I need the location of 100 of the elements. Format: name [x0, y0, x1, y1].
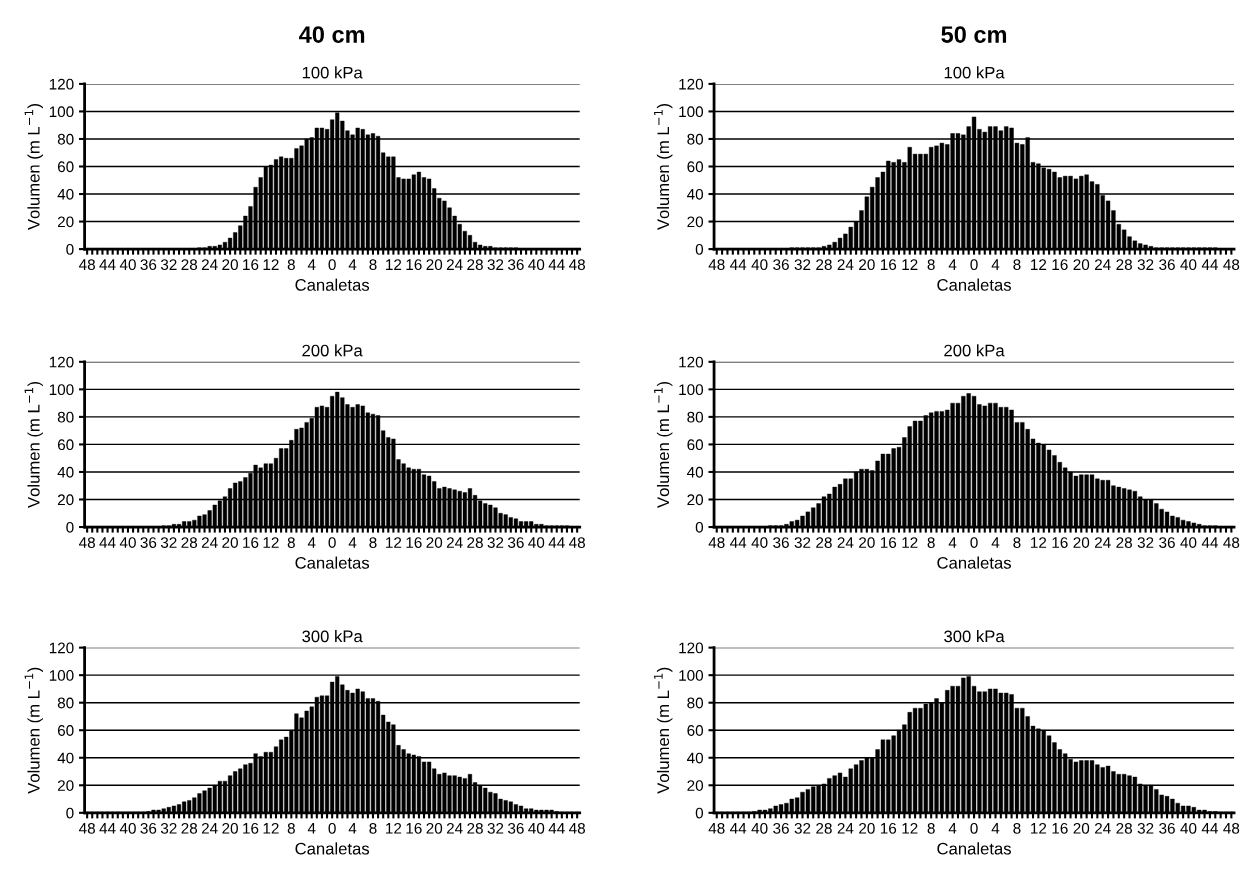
x-tick-label: 44	[99, 537, 116, 548]
x-tick-label: 28	[1116, 537, 1132, 548]
x-tick-label: 8	[369, 259, 377, 271]
x-tick-label: 0	[328, 259, 336, 271]
y-tick-label: 80	[687, 133, 704, 145]
x-tick-label: 8	[287, 537, 295, 548]
x-tick-label: 44	[548, 259, 565, 270]
x-tick-label: 24	[446, 259, 463, 270]
x-tick-label: 4	[307, 537, 316, 548]
y-tick-label: 120	[49, 356, 74, 368]
y-tick-label: 40	[57, 188, 74, 200]
x-tick-label: 36	[507, 259, 524, 271]
y-tick-label: 20	[687, 494, 704, 506]
chart-subtitle: 200 kPa	[302, 344, 363, 357]
y-axis-title: Volumen (m L$^{−1}$)	[654, 381, 673, 508]
x-tick-label: 12	[902, 537, 918, 548]
x-tick-label: 40	[751, 822, 768, 834]
x-tick-label: 20	[426, 537, 443, 548]
x-tick-label: 40	[751, 259, 768, 271]
y-tick-label: 100	[679, 106, 704, 118]
x-tick-label: 48	[1223, 259, 1240, 271]
x-tick-label: 0	[328, 822, 336, 834]
x-tick-label: 48	[1223, 537, 1240, 548]
x-tick-label: 44	[99, 259, 116, 270]
x-tick-label: 4	[348, 259, 357, 270]
x-tick-label: 4	[348, 823, 357, 834]
x-tick-label: 12	[263, 259, 279, 270]
x-tick-label: 20	[1073, 822, 1090, 834]
y-tick-label: 20	[57, 216, 74, 228]
x-tick-label: 32	[794, 537, 811, 548]
y-tick-label: 120	[679, 78, 704, 90]
y-tick-label: 20	[57, 494, 74, 506]
y-tick-label: 120	[49, 78, 74, 90]
x-tick-label: 8	[287, 822, 295, 834]
x-tick-label: 36	[773, 822, 789, 834]
x-tick-label: 24	[201, 822, 218, 834]
y-tick-label: 100	[679, 384, 704, 396]
x-tick-label: 40	[528, 259, 545, 271]
x-tick-label: 12	[386, 537, 402, 548]
y-tick-label: 60	[687, 725, 704, 736]
x-tick-label: 24	[837, 822, 854, 834]
x-tick-label: 36	[773, 259, 789, 271]
x-tick-label: 12	[902, 822, 918, 834]
x-tick-label: 20	[426, 822, 443, 834]
y-tick-label: 60	[57, 161, 74, 173]
x-tick-label: 36	[1159, 537, 1175, 548]
x-tick-label: 20	[859, 822, 875, 834]
x-tick-label: 24	[837, 537, 854, 548]
y-tick-label: 20	[687, 216, 704, 228]
x-tick-label: 12	[1031, 537, 1047, 548]
x-tick-label: 28	[467, 537, 483, 548]
y-tick-label: 120	[49, 642, 74, 654]
x-tick-label: 4	[948, 537, 957, 548]
x-tick-label: 24	[446, 822, 463, 834]
x-tick-label: 28	[181, 822, 198, 834]
x-tick-label: 44	[548, 823, 565, 834]
x-tick-label: 48	[1223, 822, 1240, 834]
y-tick-label: 80	[57, 697, 74, 709]
x-tick-label: 44	[730, 823, 747, 834]
x-tick-label: 12	[902, 259, 918, 270]
x-tick-label: 24	[201, 537, 218, 548]
x-tick-label: 16	[243, 259, 259, 271]
x-tick-label: 16	[880, 822, 897, 834]
x-tick-label: 36	[507, 537, 524, 548]
x-tick-label: 32	[160, 537, 177, 548]
x-tick-label: 12	[263, 537, 279, 548]
x-tick-label: 36	[1159, 259, 1175, 271]
x-axis-title: Canaletas	[295, 278, 370, 291]
x-tick-label: 28	[467, 259, 483, 271]
x-tick-label: 28	[181, 259, 198, 271]
y-tick-label: 0	[66, 521, 74, 533]
x-tick-label: 8	[927, 822, 935, 834]
y-tick-label: 80	[687, 411, 704, 423]
x-tick-label: 32	[160, 822, 177, 834]
x-tick-label: 32	[487, 537, 504, 548]
x-tick-label: 32	[1137, 537, 1154, 548]
x-tick-label: 48	[569, 259, 585, 271]
x-tick-label: 28	[1116, 259, 1132, 271]
y-axis-title: Volumen (m L$^{−1}$)	[654, 104, 673, 231]
x-tick-label: 4	[991, 259, 1000, 270]
x-tick-label: 48	[569, 537, 585, 548]
x-tick-label: 32	[487, 259, 504, 271]
x-tick-label: 24	[1094, 822, 1111, 834]
x-tick-label: 44	[730, 259, 747, 270]
x-tick-label: 48	[79, 537, 95, 548]
chart-subtitle: 300 kPa	[302, 630, 363, 643]
x-tick-label: 40	[751, 537, 768, 548]
chart-subtitle: 200 kPa	[944, 344, 1005, 357]
x-tick-label: 12	[386, 259, 402, 270]
x-tick-label: 32	[487, 822, 504, 834]
x-tick-label: 4	[307, 823, 316, 834]
x-tick-label: 20	[426, 259, 443, 271]
y-tick-label: 20	[57, 780, 74, 791]
x-tick-label: 8	[287, 259, 295, 271]
x-tick-label: 8	[1013, 537, 1021, 548]
y-tick-label: 40	[687, 466, 704, 478]
x-tick-label: 36	[507, 822, 524, 834]
x-tick-label: 16	[406, 259, 422, 271]
x-tick-label: 40	[1180, 822, 1197, 834]
x-tick-label: 12	[1031, 259, 1047, 270]
